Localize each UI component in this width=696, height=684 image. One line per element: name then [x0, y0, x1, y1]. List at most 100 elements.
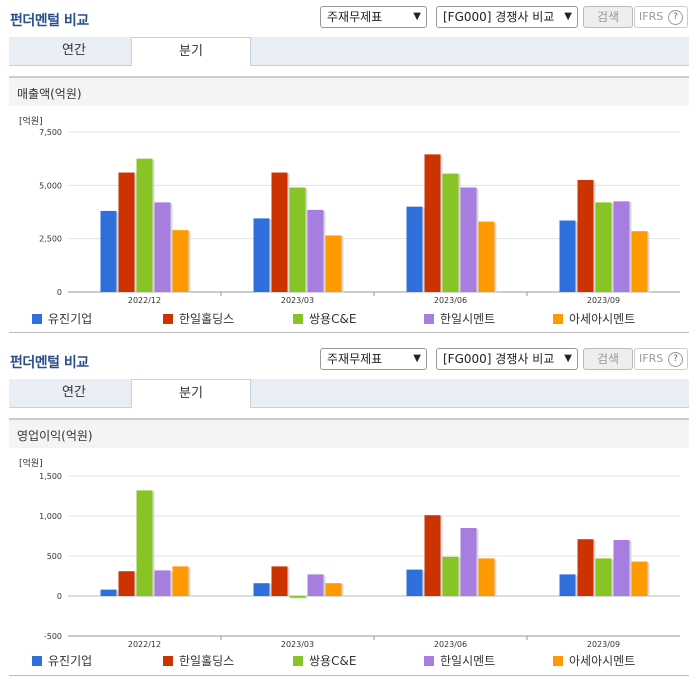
bar[interactable]: [595, 202, 612, 292]
statement-select[interactable]: 주재무제표 ▼: [320, 6, 427, 28]
chart-title: 영업이익(억원): [17, 429, 93, 443]
legend-item[interactable]: 한일시멘트: [424, 310, 495, 327]
legend-item[interactable]: 쌍용C&E: [293, 310, 356, 327]
legend-item[interactable]: 유진기업: [32, 310, 92, 327]
bar[interactable]: [307, 574, 324, 596]
bar[interactable]: [100, 589, 117, 596]
bar[interactable]: [325, 583, 342, 596]
legend-swatch: [293, 314, 303, 324]
bar[interactable]: [253, 218, 270, 292]
x-tick-label: 2023/09: [587, 296, 620, 305]
legend-swatch: [163, 656, 173, 666]
bar[interactable]: [325, 235, 342, 292]
bar[interactable]: [118, 571, 135, 596]
legend-item[interactable]: 한일홀딩스: [163, 652, 234, 669]
bar[interactable]: [613, 540, 630, 596]
y-tick-label: 0: [57, 288, 62, 297]
bar[interactable]: [154, 570, 171, 596]
compare-select-value: [FG000] 경쟁사 비교: [443, 352, 555, 366]
bar[interactable]: [289, 596, 306, 598]
search-button[interactable]: 검색: [583, 6, 633, 28]
ifrs-button[interactable]: IFRS?: [634, 6, 688, 28]
bar[interactable]: [136, 158, 153, 292]
bar[interactable]: [559, 220, 576, 292]
legend-swatch: [553, 314, 563, 324]
search-button[interactable]: 검색: [583, 348, 633, 370]
bar[interactable]: [406, 206, 423, 292]
bar[interactable]: [559, 574, 576, 596]
legend-label: 한일홀딩스: [179, 312, 235, 326]
bar[interactable]: [289, 187, 306, 292]
bar[interactable]: [100, 210, 117, 292]
tab-annual[interactable]: 연간: [62, 385, 86, 400]
compare-select[interactable]: [FG000] 경쟁사 비교 ▼: [436, 348, 578, 370]
legend-label: 유진기업: [48, 654, 93, 668]
legend-item[interactable]: 한일시멘트: [424, 652, 495, 669]
compare-select[interactable]: [FG000] 경쟁사 비교 ▼: [436, 6, 578, 28]
legend-swatch: [293, 656, 303, 666]
x-tick-label: 2022/12: [128, 296, 161, 305]
chart-header: 영업이익(억원): [9, 418, 689, 448]
divider: [9, 332, 689, 333]
chevron-down-icon: ▼: [564, 353, 572, 364]
bar[interactable]: [613, 201, 630, 292]
bar[interactable]: [154, 202, 171, 292]
x-tick-label: 2023/03: [281, 640, 314, 649]
legend-label: 유진기업: [48, 312, 93, 326]
bar[interactable]: [271, 172, 288, 292]
legend-swatch: [32, 314, 42, 324]
bar[interactable]: [577, 180, 594, 292]
legend-item[interactable]: 아세아시멘트: [553, 652, 635, 669]
chart-legend: 유진기업 한일홀딩스 쌍용C&E 한일시멘트 아세아시멘트: [0, 310, 696, 328]
statement-select[interactable]: 주재무제표 ▼: [320, 348, 427, 370]
chevron-down-icon: ▼: [413, 11, 421, 22]
tab-quarterly[interactable]: 분기: [131, 37, 251, 66]
legend-item[interactable]: 한일홀딩스: [163, 310, 234, 327]
bar[interactable]: [271, 566, 288, 596]
bar-shadow: [291, 597, 308, 599]
x-tick-label: 2023/09: [587, 640, 620, 649]
legend-swatch: [553, 656, 563, 666]
bar[interactable]: [595, 558, 612, 596]
bar[interactable]: [136, 490, 153, 596]
legend-swatch: [163, 314, 173, 324]
panel-title: 펀더멘털 비교: [10, 13, 89, 29]
bar[interactable]: [631, 231, 648, 292]
bar[interactable]: [442, 173, 459, 292]
legend-label: 아세아시멘트: [569, 654, 636, 668]
legend-swatch: [424, 656, 434, 666]
y-tick-label: 1,000: [39, 512, 62, 521]
legend-label: 한일시멘트: [440, 654, 496, 668]
statement-select-value: 주재무제표: [327, 10, 383, 24]
bar[interactable]: [424, 154, 441, 292]
y-tick-label: 5,000: [39, 181, 62, 190]
bar[interactable]: [460, 528, 477, 596]
ifrs-label: IFRS: [639, 352, 664, 365]
chart-title: 매출액(억원): [17, 87, 82, 101]
bar[interactable]: [172, 230, 189, 292]
legend-item[interactable]: 유진기업: [32, 652, 92, 669]
bar[interactable]: [577, 539, 594, 596]
bar[interactable]: [424, 515, 441, 596]
y-tick-label: -500: [44, 632, 62, 641]
bar[interactable]: [460, 187, 477, 292]
legend-item[interactable]: 쌍용C&E: [293, 652, 356, 669]
bar[interactable]: [442, 556, 459, 596]
bar[interactable]: [406, 569, 423, 596]
help-icon[interactable]: ?: [668, 10, 683, 25]
bar[interactable]: [307, 209, 324, 292]
bar[interactable]: [118, 172, 135, 292]
bar[interactable]: [253, 583, 270, 596]
ifrs-button[interactable]: IFRS?: [634, 348, 688, 370]
legend-item[interactable]: 아세아시멘트: [553, 310, 635, 327]
bar[interactable]: [478, 221, 495, 292]
chevron-down-icon: ▼: [564, 11, 572, 22]
tab-quarterly[interactable]: 분기: [131, 379, 251, 408]
fundamental-panel-operating-income: 펀더멘털 비교 주재무제표 ▼ [FG000] 경쟁사 비교 ▼ 검색 IFRS? …: [0, 342, 696, 684]
help-icon[interactable]: ?: [668, 352, 683, 367]
bar[interactable]: [631, 561, 648, 596]
tab-annual[interactable]: 연간: [62, 43, 86, 58]
bar[interactable]: [172, 566, 189, 596]
legend-label: 쌍용C&E: [309, 312, 357, 326]
bar[interactable]: [478, 558, 495, 596]
